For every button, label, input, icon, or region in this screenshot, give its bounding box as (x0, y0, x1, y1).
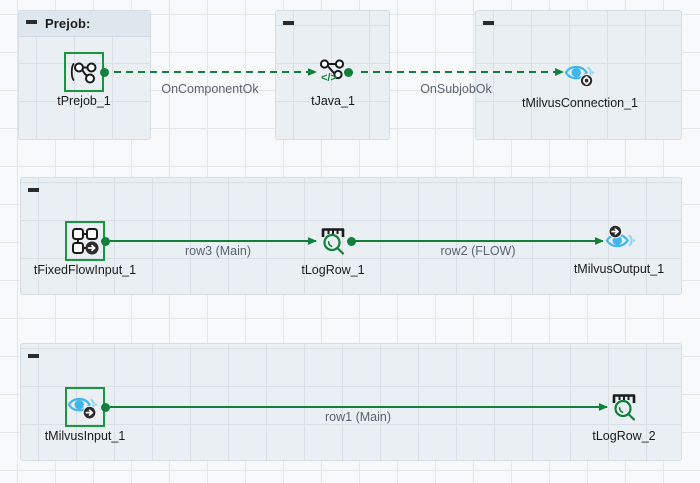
output-connector-dot[interactable] (344, 68, 353, 77)
link-label-row3: row3 (Main) (185, 244, 251, 258)
output-connector-dot[interactable] (347, 237, 356, 246)
link-label-row1: row1 (Main) (325, 410, 391, 424)
subjob-row1[interactable] (20, 343, 682, 461)
component-label: tFixedFlowInput_1 (33, 263, 137, 277)
minus-icon[interactable] (283, 21, 294, 25)
subjob-title-bar (19, 11, 150, 37)
link-label-row2: row2 (FLOW) (440, 244, 516, 258)
component-label: tMilvusOutput_1 (573, 262, 665, 276)
output-connector-dot[interactable] (101, 237, 110, 246)
component-label: tMilvusInput_1 (44, 429, 126, 443)
output-connector-dot[interactable] (101, 403, 110, 412)
fixed-flow-input-icon (69, 225, 101, 257)
minus-icon[interactable] (28, 354, 39, 358)
subjob-row2[interactable] (20, 177, 682, 295)
component-label: tLogRow_1 (301, 263, 365, 277)
component-label: tPrejob_1 (57, 94, 111, 108)
output-connector-dot[interactable] (100, 68, 109, 77)
subjob-tjava[interactable] (275, 10, 390, 140)
milvus-output-icon (605, 224, 637, 256)
log-row-icon (317, 225, 349, 257)
minus-icon[interactable] (26, 20, 37, 24)
component-label: tJava_1 (311, 94, 355, 108)
minus-icon[interactable] (28, 188, 39, 192)
link-label-oncomponentok: OnComponentOk (161, 82, 259, 96)
subjob-title-label: Prejob: (45, 16, 91, 31)
milvus-connection-icon (564, 58, 596, 90)
log-row-icon (608, 391, 640, 423)
prejob-icon (68, 56, 100, 88)
svg-text:</>: </> (321, 72, 337, 84)
tjava-code-icon: </> (317, 56, 349, 88)
link-label-onsubjobok: OnSubjobOk (420, 82, 492, 96)
component-label: tLogRow_2 (592, 429, 656, 443)
subjob-prejob[interactable]: Prejob: (18, 10, 151, 140)
minus-icon[interactable] (483, 21, 494, 25)
milvus-input-icon (67, 391, 99, 423)
component-label: tMilvusConnection_1 (521, 96, 639, 110)
